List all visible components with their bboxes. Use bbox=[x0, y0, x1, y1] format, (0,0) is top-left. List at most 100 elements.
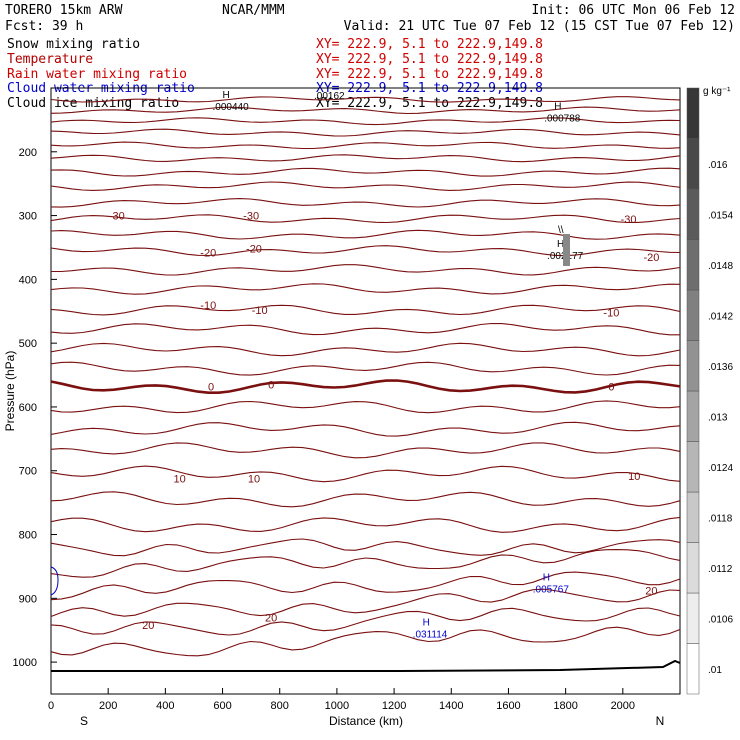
isotherm-line bbox=[50, 361, 681, 376]
x-tick-label: 200 bbox=[99, 700, 117, 712]
y-tick-label: 400 bbox=[19, 274, 37, 286]
contour-annotations: -30 -30 -30 -20 -20 -20 -10 -10 -10 0 0 0 10 10 10 20 20… bbox=[50, 90, 659, 640]
isotherm-label: 10 bbox=[174, 473, 186, 485]
isotherm-line bbox=[50, 167, 681, 177]
isotherm-line bbox=[50, 304, 681, 316]
isotherm-line bbox=[50, 181, 681, 191]
colorbar-band bbox=[686, 289, 700, 341]
isotherm-line bbox=[50, 465, 681, 483]
isotherm-line bbox=[50, 571, 681, 601]
legend-xy-rain: XY= 222.9, 5.1 to 222.9,149.8 bbox=[316, 67, 543, 82]
x-tick-label: 400 bbox=[156, 700, 174, 712]
surface-line bbox=[51, 659, 681, 672]
isotherm-line bbox=[50, 154, 681, 163]
isotherm-label: 0 bbox=[268, 380, 274, 392]
isotherm-line bbox=[50, 491, 681, 508]
colorbar-tick-label: .0136 bbox=[708, 362, 733, 373]
isotherm-line bbox=[50, 607, 681, 636]
y-tick-label: 800 bbox=[19, 530, 37, 542]
isotherm-line bbox=[50, 379, 681, 394]
isotherm-line bbox=[50, 96, 681, 103]
fcst-label: Fcst: 39 h bbox=[5, 19, 83, 34]
init-label: Init: 06 UTC Mon 06 Feb 12 bbox=[532, 3, 736, 18]
cloud-ice-mark: \\ bbox=[558, 225, 564, 236]
colorbar-band bbox=[686, 188, 700, 240]
valid-label: Valid: 21 UTC Tue 07 Feb 12 (15 CST Tue … bbox=[344, 19, 735, 34]
isotherm-label: 0 bbox=[608, 382, 614, 394]
isotherm-label: -10 bbox=[200, 300, 216, 312]
maximum-value: .000440 bbox=[213, 102, 250, 113]
y-tick-label: 500 bbox=[19, 338, 37, 350]
x-tick-label: 1800 bbox=[553, 700, 577, 712]
colorbar-band bbox=[686, 592, 700, 644]
colorbar-tick-label: .0142 bbox=[708, 311, 733, 322]
legend-xy-temperature: XY= 222.9, 5.1 to 222.9,149.8 bbox=[316, 52, 543, 67]
y-tick-label: 200 bbox=[19, 147, 37, 159]
x-tick-label: 1400 bbox=[439, 700, 463, 712]
isotherm-label: -30 bbox=[621, 214, 637, 226]
legend-name-snow: Snow mixing ratio bbox=[7, 37, 140, 52]
colorbar-tick-label: .016 bbox=[708, 160, 728, 171]
colorbar-band bbox=[686, 542, 700, 594]
temperature-isotherms bbox=[50, 96, 681, 672]
isotherm-line bbox=[50, 141, 681, 150]
isotherm-label: -10 bbox=[252, 305, 268, 317]
isotherm-line bbox=[50, 283, 681, 295]
isotherm-line bbox=[50, 549, 681, 578]
isotherm-line bbox=[51, 264, 681, 276]
y-tick-label: 300 bbox=[19, 211, 37, 223]
colorbar-tick-label: .01 bbox=[708, 665, 722, 676]
isotherm-line bbox=[50, 538, 681, 557]
isotherm-line bbox=[50, 342, 681, 357]
maximum-value: .005767 bbox=[533, 585, 570, 596]
isotherm-line bbox=[50, 400, 681, 414]
colorbar-band bbox=[686, 643, 700, 695]
isotherm-line bbox=[50, 322, 680, 336]
colorbar-tick-label: .0148 bbox=[708, 261, 733, 272]
colorbar-unit: g kg⁻¹ bbox=[703, 86, 731, 97]
isotherm-line bbox=[50, 214, 681, 224]
isotherm-line bbox=[50, 128, 681, 137]
colorbar: .01 .0106 .0112 .0118 .0124 .013 .0136 .0142 .01… bbox=[686, 87, 733, 695]
maximum-value: .000788 bbox=[544, 113, 581, 124]
isotherm-label: 10 bbox=[628, 471, 640, 483]
model-label: TORERO 15km ARW bbox=[5, 3, 123, 18]
maximum-marker: H bbox=[223, 90, 230, 101]
x-tick-label: 2000 bbox=[611, 700, 635, 712]
isotherm-label: 10 bbox=[248, 473, 260, 485]
maximum-value: .031114 bbox=[413, 629, 448, 640]
cloud-water-contour bbox=[50, 566, 59, 596]
isotherm-label: 20 bbox=[265, 612, 277, 624]
x-left-end-label: S bbox=[80, 714, 88, 728]
isotherm-label: -20 bbox=[246, 244, 262, 256]
colorbar-tick-label: .0154 bbox=[708, 210, 733, 221]
x-tick-label: 0 bbox=[48, 700, 54, 712]
isotherm-line bbox=[50, 198, 681, 208]
field-legend: Snow mixing ratio XY= 222.9, 5.1 to 222.… bbox=[7, 37, 543, 111]
isotherm-label: -20 bbox=[200, 248, 216, 260]
isotherm-line bbox=[50, 516, 681, 533]
cloud-ice-shading bbox=[563, 234, 570, 266]
x-tick-label: 1000 bbox=[325, 700, 349, 712]
isotherm-label: 20 bbox=[645, 586, 657, 598]
maximum-marker: H bbox=[557, 239, 564, 250]
colorbar-tick-label: .0124 bbox=[708, 463, 733, 474]
legend-name-temperature: Temperature bbox=[7, 52, 93, 67]
center-label: NCAR/MMM bbox=[222, 3, 285, 18]
maximum-marker: H bbox=[423, 617, 430, 628]
isotherm-line bbox=[50, 626, 681, 657]
x-tick-label: 800 bbox=[271, 700, 289, 712]
isotherm-label: -10 bbox=[603, 308, 619, 320]
isotherm-label: 0 bbox=[208, 382, 214, 394]
colorbar-tick-label: .0106 bbox=[708, 614, 733, 625]
colorbar-tick-label: .013 bbox=[708, 412, 728, 423]
isotherm-line bbox=[50, 442, 681, 459]
colorbar-band bbox=[686, 340, 700, 392]
colorbar-band bbox=[686, 87, 700, 139]
isotherm-label: -30 bbox=[109, 211, 125, 223]
isotherm-label: 20 bbox=[142, 620, 154, 632]
y-tick-label: 600 bbox=[19, 402, 37, 414]
isotherm-line bbox=[50, 117, 681, 126]
